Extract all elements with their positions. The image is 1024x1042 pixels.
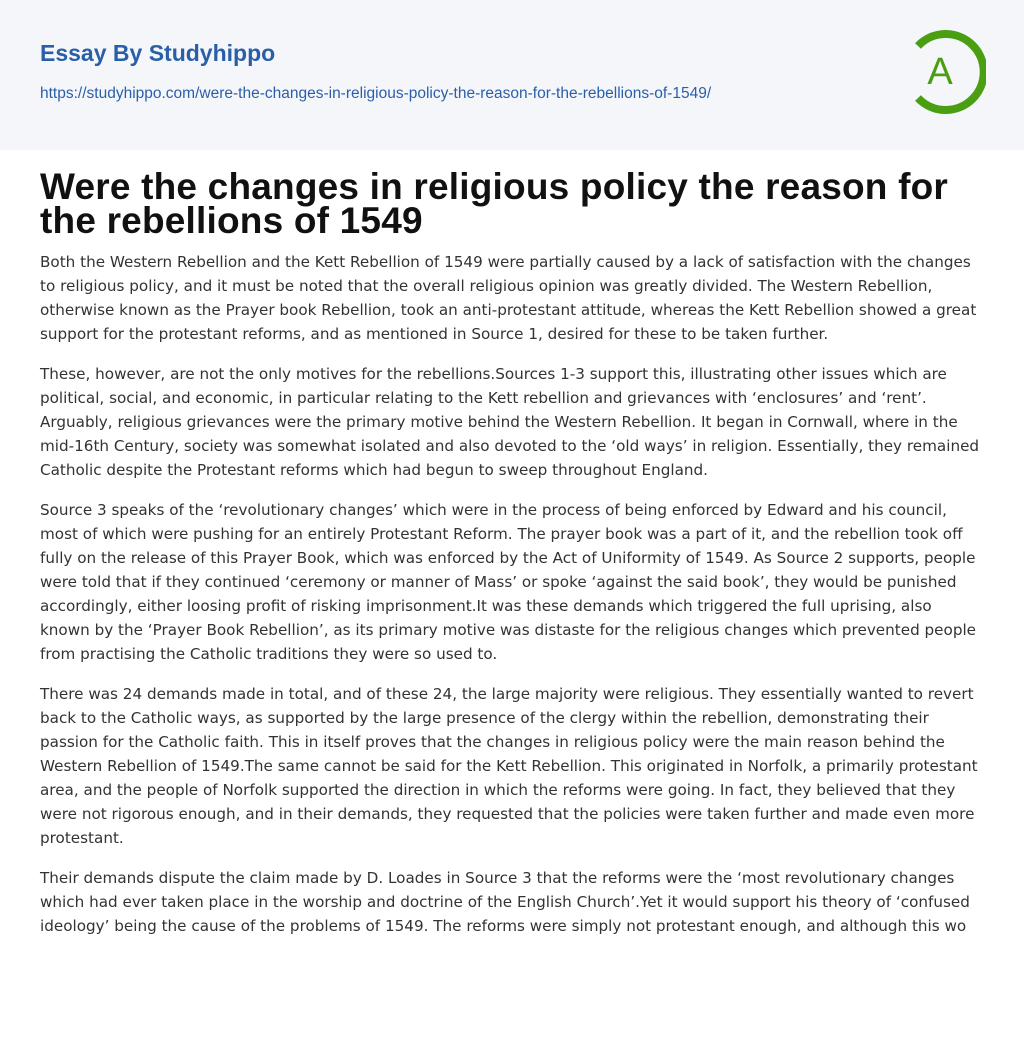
essay-body: Both the Western Rebellion and the Kett … [40,250,984,938]
paragraph: There was 24 demands made in total, and … [40,685,978,847]
essay-url-link[interactable]: https://studyhippo.com/were-the-changes-… [40,85,712,102]
paragraph: These, however, are not the only motives… [40,365,980,479]
page-title: Were the changes in religious policy the… [40,166,949,241]
paragraph: Source 3 speaks of the ‘revolutionary ch… [40,501,977,663]
logo-letter: A [927,51,953,93]
site-header: Essay By Studyhippo https://studyhippo.c… [0,0,1024,150]
studyhippo-logo-icon[interactable]: A [906,30,988,114]
paragraph: Both the Western Rebellion and the Kett … [40,253,977,343]
brand-name[interactable]: Essay By Studyhippo [40,40,276,66]
paragraph: Their demands dispute the claim made by … [40,869,970,935]
